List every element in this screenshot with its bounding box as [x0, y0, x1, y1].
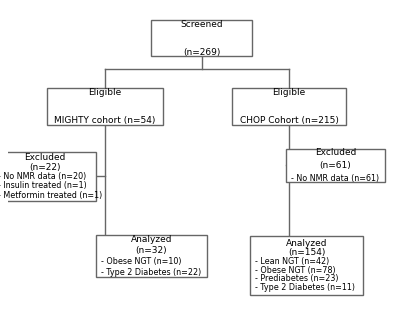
Text: - Obese NGT (n=78): - Obese NGT (n=78) — [255, 266, 336, 274]
Bar — [0, 152, 96, 201]
Text: Screened: Screened — [180, 20, 223, 29]
Bar — [96, 235, 207, 277]
Bar — [232, 88, 346, 125]
Text: Eligible: Eligible — [88, 88, 122, 97]
Text: Excluded: Excluded — [24, 153, 66, 162]
Text: (n=32): (n=32) — [136, 246, 167, 255]
Text: Eligible: Eligible — [272, 88, 306, 97]
Text: Excluded: Excluded — [315, 148, 356, 157]
Text: Analyzed: Analyzed — [131, 235, 172, 244]
Text: - Prediabetes (n=23): - Prediabetes (n=23) — [255, 274, 338, 283]
Text: MIGHTY cohort (n=54): MIGHTY cohort (n=54) — [54, 116, 156, 125]
Text: - Type 2 Diabetes (n=11): - Type 2 Diabetes (n=11) — [255, 283, 355, 292]
Text: Analyzed: Analyzed — [286, 239, 327, 248]
Text: - No NMR data (n=61): - No NMR data (n=61) — [291, 174, 379, 183]
Text: - Insulin treated (n=1): - Insulin treated (n=1) — [0, 181, 87, 190]
Text: (n=154): (n=154) — [288, 248, 325, 257]
Text: (n=61): (n=61) — [320, 161, 352, 170]
Bar — [152, 20, 252, 56]
Text: (n=22): (n=22) — [29, 162, 60, 172]
Text: - Type 2 Diabetes (n=22): - Type 2 Diabetes (n=22) — [101, 268, 201, 277]
Text: CHOP Cohort (n=215): CHOP Cohort (n=215) — [240, 116, 338, 125]
Bar — [286, 149, 385, 182]
Bar — [47, 88, 163, 125]
Text: - No NMR data (n=20): - No NMR data (n=20) — [0, 172, 86, 181]
Text: (n=269): (n=269) — [183, 48, 220, 57]
Text: - Lean NGT (n=42): - Lean NGT (n=42) — [255, 257, 329, 266]
Text: - Obese NGT (n=10): - Obese NGT (n=10) — [101, 257, 181, 266]
Text: - Metformin treated (n=1): - Metformin treated (n=1) — [0, 191, 102, 200]
Bar — [250, 236, 363, 295]
